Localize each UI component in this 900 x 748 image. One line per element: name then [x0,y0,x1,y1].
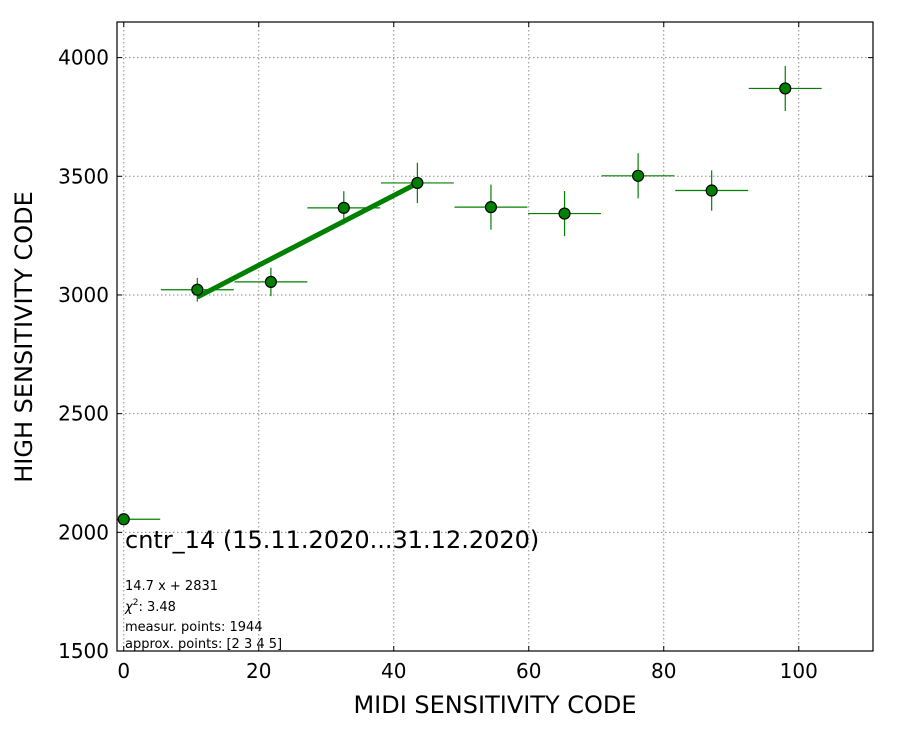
data-point [705,184,718,197]
annotation-title: cntr_14 (15.11.2020...31.12.2020) [125,526,539,554]
data-point [264,275,277,289]
fit-line [196,181,419,300]
chi2-value: : 3.48 [138,600,175,615]
data-point [779,82,792,95]
annotation-approx-points: approx. points: [2 3 4 5] [125,637,282,652]
fit-line-group [196,181,419,300]
plot-frame [116,21,874,652]
x-tick-label: 60 [516,659,541,683]
data-point [558,207,571,220]
data-point [117,513,130,526]
y-tick-label: 4000 [58,46,109,70]
chi2-symbol: χ [124,600,134,615]
tick-labels: 0 20 40 60 80 100 1500 2000 2500 3000 3500 4000 [58,46,818,683]
axis-ticks [117,22,873,652]
y-tick-label: 3000 [58,283,109,307]
x-tick-label: 0 [117,659,130,683]
data-point [337,201,350,214]
annotation-measur-points: measur. points: 1944 [125,620,263,635]
data-points [117,82,792,526]
y-tick-label: 2500 [58,402,109,426]
error-bars [117,65,822,520]
chi2-superscript: 2 [133,598,139,608]
x-tick-label: 80 [651,659,676,683]
x-tick-label: 100 [780,659,818,683]
annotation-chi2: χ2: 3.48 [124,598,176,615]
data-point [191,283,204,296]
y-tick-label: 2000 [58,520,109,544]
x-axis-label: MIDI SENSITIVITY CODE [353,691,636,719]
data-point [484,201,498,214]
data-point [631,169,645,182]
y-tick-label: 1500 [58,639,109,663]
y-tick-label: 3500 [58,164,109,188]
annotation-equation: 14.7 x + 2831 [125,579,218,594]
y-axis-label: HIGH SENSITIVITY CODE [10,191,38,483]
x-tick-label: 20 [246,659,271,683]
grid-lines [117,22,873,652]
x-tick-label: 40 [381,659,406,683]
data-point [411,176,424,190]
